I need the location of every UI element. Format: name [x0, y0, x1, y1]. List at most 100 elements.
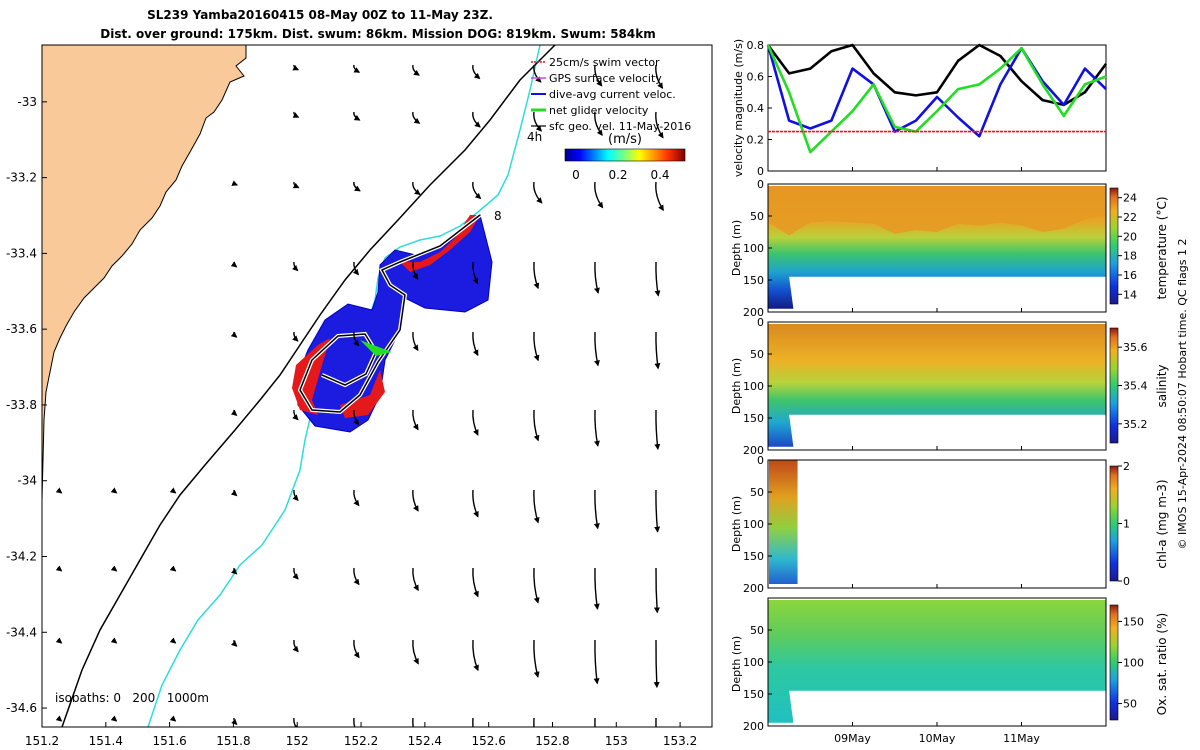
colorbar-tick-2: 0.4 — [650, 168, 669, 182]
velocity-series-net-glider — [766, 44, 1107, 154]
geo-velocity-arrow — [169, 565, 177, 572]
geo-velocity-arrow — [654, 409, 661, 451]
geo-velocity-arrow — [594, 261, 600, 294]
salinity-colorbar-ticks: 35.6 35.4 35.2 — [1118, 341, 1148, 431]
geo-velocity-arrow — [412, 331, 419, 352]
map-legend: 25cm/s swim vector GPS surface velocity … — [531, 56, 691, 133]
geo-velocity-arrow — [594, 331, 600, 367]
map-x-tick-label: 153.2 — [663, 734, 697, 748]
geo-velocity-arrow — [231, 180, 239, 186]
velocity-tick-label: 0.8 — [747, 39, 765, 52]
title-line-2: Dist. over ground: 175km. Dist. swum: 86… — [100, 27, 656, 41]
salinity-y-ticks: 0 50 100 150 200 — [743, 316, 772, 457]
map-y-tick-label: -34.6 — [6, 701, 37, 715]
depth-tick-label: 0 — [757, 454, 764, 467]
annotation-end-day: 8 — [494, 209, 502, 223]
legend-dive-avg-label: dive-avg current veloc. — [549, 88, 676, 101]
geo-velocity-arrow — [593, 567, 600, 610]
land-coastline — [42, 45, 247, 727]
chla-data-field — [769, 460, 798, 584]
depth-tick-label: 50 — [750, 348, 764, 361]
colorbar-tick-label: 100 — [1123, 657, 1144, 670]
depth-tick-label: 200 — [743, 720, 764, 733]
geo-velocity-arrow — [472, 567, 479, 598]
map-x-tick-label: 151.8 — [216, 734, 250, 748]
surface-geostrophic-arrows — [55, 64, 664, 727]
map-y-tick-label: -34.4 — [6, 625, 37, 639]
isobath-1000m — [61, 45, 556, 727]
geo-velocity-arrow — [412, 64, 420, 76]
geo-velocity-arrow — [230, 261, 238, 268]
geo-velocity-arrow — [353, 717, 356, 727]
geo-velocity-arrow — [110, 565, 118, 572]
geo-velocity-arrow — [472, 409, 479, 436]
dive-avg-current-band — [295, 214, 493, 433]
geo-velocity-arrow — [352, 261, 360, 276]
geo-velocity-arrow — [291, 261, 299, 272]
colorbar-gradient — [564, 148, 686, 162]
geo-velocity-arrow — [594, 181, 604, 209]
velocity-ylabel: velocity magnitude (m/s) — [732, 39, 745, 177]
geo-velocity-arrow — [594, 64, 603, 87]
depth-tick-label: 200 — [743, 444, 764, 457]
geo-velocity-arrow — [292, 64, 300, 71]
geo-velocity-arrow — [169, 487, 177, 494]
depth-tick-label: 50 — [750, 486, 764, 499]
geo-velocity-arrow — [533, 567, 540, 604]
geo-velocity-arrow — [292, 639, 299, 653]
map-axis-ticks: 151.2 151.4 151.6 151.8 152 152.2 152.4 152.6 15… — [6, 95, 697, 748]
temperature-warm-layer — [768, 186, 1106, 236]
depth-tick-label: 50 — [750, 210, 764, 223]
legend-net-glider-label: net glider velocity — [549, 104, 649, 117]
map-y-tick-label: -34 — [17, 474, 37, 488]
colorbar-tick-label: 35.4 — [1123, 380, 1148, 393]
depth-tick-label: 0 — [757, 316, 764, 329]
map-y-tick-label: -33.8 — [6, 398, 37, 412]
geo-velocity-arrow — [292, 111, 300, 118]
oxygen-ylabel: Depth (m) — [730, 636, 743, 692]
temperature-y-ticks: 0 50 100 150 200 — [743, 178, 772, 319]
geo-velocity-arrow — [593, 489, 600, 530]
depth-tick-label: 150 — [743, 274, 764, 287]
colorbar-tick-1: 0.2 — [608, 168, 627, 182]
salinity-panel: Depth (m) 0 50 100 150 200 35.6 35.4 35.2 sali… — [730, 316, 1169, 457]
chla-cbar-label: chl-a (mg m-3) — [1155, 479, 1169, 568]
map-y-tick-label: -33.6 — [6, 322, 37, 336]
geo-velocity-arrow — [230, 489, 238, 497]
depth-tick-label: 150 — [743, 412, 764, 425]
geo-velocity-arrow — [110, 637, 118, 644]
geo-velocity-arrow — [292, 331, 299, 342]
geo-velocity-arrow — [292, 567, 299, 580]
map-x-tick-label: 153 — [605, 734, 628, 748]
geo-velocity-arrow — [110, 715, 118, 722]
colorbar-tick-label: 14 — [1123, 288, 1137, 301]
depth-tick-label: 150 — [743, 688, 764, 701]
geo-velocity-arrow — [533, 181, 543, 204]
map-x-tick-label: 152.2 — [344, 734, 378, 748]
velocity-y-ticks: 0 0.2 0.4 0.6 0.8 — [747, 39, 772, 178]
depth-tick-label: 50 — [750, 624, 764, 637]
geo-velocity-arrow — [412, 717, 414, 727]
glider-track-group — [292, 213, 493, 433]
geo-velocity-arrow — [533, 639, 540, 678]
oxygen-y-ticks: 50 100 150 200 — [743, 624, 772, 733]
geo-velocity-arrow — [654, 331, 661, 370]
velocity-tick-label: 0 — [757, 165, 764, 178]
map-x-tick-label: 152 — [286, 734, 309, 748]
geo-velocity-arrow — [655, 181, 664, 212]
geo-velocity-arrow — [654, 489, 661, 533]
salinity-colorbar — [1109, 327, 1119, 444]
geo-velocity-arrow — [472, 717, 474, 727]
title-line-1: SL239 Yamba20160415 08-May 00Z to 11-May… — [147, 8, 493, 22]
colorbar-tick-label: 35.6 — [1123, 341, 1148, 354]
geo-velocity-arrow — [231, 717, 238, 726]
time-tick-label: 10May — [919, 732, 956, 745]
isobath-1000m-line — [61, 45, 556, 727]
oxygen-colorbar — [1109, 604, 1119, 721]
map-y-tick-label: -33.2 — [6, 171, 37, 185]
colorbar-tick-label: 20 — [1123, 230, 1137, 243]
map-y-tick-label: -33.4 — [6, 246, 37, 260]
geo-velocity-arrow — [654, 261, 661, 297]
colorbar-tick-label: 150 — [1123, 615, 1144, 628]
